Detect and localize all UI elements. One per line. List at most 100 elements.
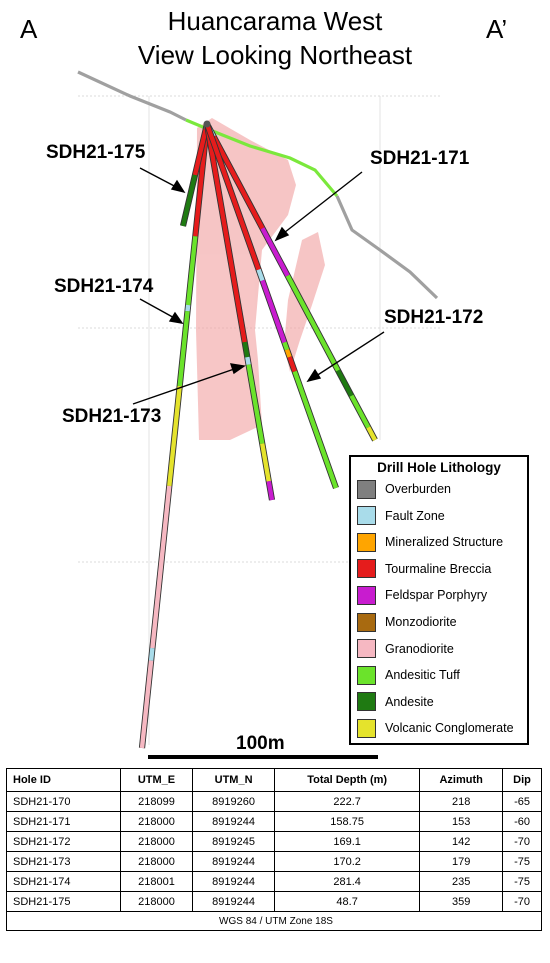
legend-swatch — [357, 585, 376, 605]
table-footer-row: WGS 84 / UTM Zone 18S — [6, 911, 542, 931]
table-cell: 235 — [419, 871, 504, 892]
drill-holes — [138, 120, 378, 749]
hole-interval-fault-zone — [185, 304, 191, 312]
hole-interval-tourmaline-breccia — [192, 128, 208, 176]
reference-grid — [78, 95, 440, 745]
legend-item-andesitic-tuff: Andesitic Tuff — [357, 665, 460, 685]
hole-interval-fault-zone — [148, 647, 155, 661]
legend-item-andesite: Andesite — [357, 692, 434, 712]
table-row: SDH21-175 218000 8919244 48.7 359 -70 — [6, 891, 542, 912]
hole-interval-volcanic-conglomerate — [366, 426, 377, 442]
hole-interval-fault-zone — [245, 356, 251, 366]
hole-interval-andesitic-tuff — [285, 274, 340, 372]
coordinate-system-note: WGS 84 / UTM Zone 18S — [6, 911, 542, 931]
legend-swatch — [357, 559, 376, 579]
table-cell: 8919244 — [192, 851, 276, 872]
table-cell: -75 — [502, 871, 542, 892]
hole-interval-volcanic-conglomerate — [260, 443, 271, 482]
table-cell: 218000 — [119, 851, 194, 872]
legend-item-tourmaline-breccia: Tourmaline Breccia — [357, 559, 491, 579]
table-row: SDH21-174 218001 8919244 281.4 235 -75 — [6, 871, 542, 892]
table-cell: SDH21-172 — [6, 831, 121, 852]
hole-interval-feldspar-porphyry — [260, 227, 290, 277]
table-cell: 218000 — [119, 811, 194, 832]
table-cell: 281.4 — [274, 871, 421, 892]
table-cell: SDH21-175 — [6, 891, 121, 912]
table-cell: 48.7 — [274, 891, 421, 912]
legend-swatch — [357, 532, 376, 552]
hole-interval-andesite — [336, 369, 354, 397]
drill-hole-sdh21-171 — [204, 122, 378, 442]
drill-collar — [203, 120, 211, 128]
legend-item-mineralized-structure: Mineralized Structure — [357, 532, 503, 552]
legend-swatch — [357, 506, 376, 526]
title-line-2: View Looking Northeast — [137, 40, 413, 70]
table-cell: 142 — [419, 831, 504, 852]
table-cell: -65 — [502, 791, 542, 812]
hole-interval-andesitic-tuff — [292, 370, 339, 489]
table-cell: 8919244 — [192, 871, 276, 892]
legend-item-monzodiorite: Monzodiorite — [357, 612, 457, 632]
hole-interval-andesitic-tuff — [349, 394, 371, 429]
hole-interval-andesitic-tuff — [185, 236, 198, 306]
hole-interval-tourmaline-breccia — [211, 135, 265, 230]
table-cell: 8919244 — [192, 811, 276, 832]
table-cell: -70 — [502, 891, 542, 912]
hole-label-sdh21-171: SDH21-171 — [370, 148, 470, 169]
title-line-1: Huancarama West — [167, 6, 383, 36]
hole-interval-granodiorite — [150, 485, 172, 649]
table-cell: -70 — [502, 831, 542, 852]
label-arrows — [132, 167, 385, 405]
legend-swatch — [357, 692, 376, 712]
table-row: SDH21-173 218000 8919244 170.2 179 -75 — [6, 851, 542, 872]
legend-label: Mineralized Structure — [385, 535, 504, 550]
legend-label: Feldspar Porphyry — [385, 588, 488, 603]
legend-label: Overburden — [385, 482, 452, 496]
hole-interval-andesitic-tuff — [282, 341, 290, 351]
drill-hole-sdh21-172 — [204, 122, 339, 490]
table-cell: -60 — [502, 811, 542, 832]
hole-interval-tourmaline-breccia — [204, 123, 261, 271]
legend-label: Andesitic Tuff — [385, 668, 460, 683]
column-header: Total Depth (m) — [274, 768, 421, 792]
lithology-legend: Drill Hole Lithology Overburden Fault Zon… — [349, 455, 529, 745]
legend-label: Andesite — [385, 694, 434, 709]
hole-label-sdh21-173: SDH21-173 — [62, 406, 162, 427]
topography-line — [335, 195, 439, 300]
hole-interval-granodiorite — [139, 660, 154, 749]
drill-hole-sdh21-174 — [138, 123, 211, 749]
hole-interval-andesite — [242, 341, 250, 358]
table-cell: SDH21-171 — [6, 811, 121, 832]
table-cell: 218000 — [119, 891, 194, 912]
section-start-marker: A — [20, 14, 38, 44]
table-cell: 8919260 — [192, 791, 276, 812]
table-header-row: Hole ID UTM_E UTM_N Total Depth (m) Azimuth D… — [6, 768, 542, 792]
table-row: SDH21-170 218099 8919260 222.7 218 -65 — [6, 791, 542, 812]
table-cell: SDH21-174 — [6, 871, 121, 892]
table-cell: 218099 — [119, 791, 194, 812]
column-header: UTM_E — [119, 768, 194, 792]
column-header: UTM_N — [192, 768, 276, 792]
hole-interval-mineralized-structure — [284, 348, 292, 358]
hole-interval-tourmaline-breccia — [204, 123, 247, 343]
table-cell: SDH21-170 — [6, 791, 121, 812]
hole-interval-andesite — [180, 174, 198, 227]
legend-swatch — [357, 639, 376, 659]
legend-swatch — [357, 479, 376, 499]
legend-title: Drill Hole Lithology — [377, 460, 501, 475]
table-cell: 218 — [419, 791, 504, 812]
hole-interval-volcanic-conglomerate — [167, 385, 182, 487]
section-end-marker: A’ — [486, 14, 508, 44]
hole-label-sdh21-175: SDH21-175 — [46, 142, 146, 163]
table-cell: 8919244 — [192, 891, 276, 912]
column-header: Hole ID — [6, 768, 121, 792]
hole-interval-feldspar-porphyry — [266, 480, 275, 501]
legend-label: Volcanic Conglomerate — [385, 721, 514, 736]
hole-interval-fault-zone — [256, 268, 265, 282]
legend-swatch — [357, 612, 376, 632]
hole-interval-andesitic-tuff — [177, 310, 190, 387]
hole-interval-feldspar-porphyry — [260, 279, 287, 344]
hole-interval-andesitic-tuff — [246, 364, 265, 444]
hole-label-sdh21-172: SDH21-172 — [384, 307, 484, 328]
legend-item-fault-zone: Fault Zone — [357, 506, 445, 526]
